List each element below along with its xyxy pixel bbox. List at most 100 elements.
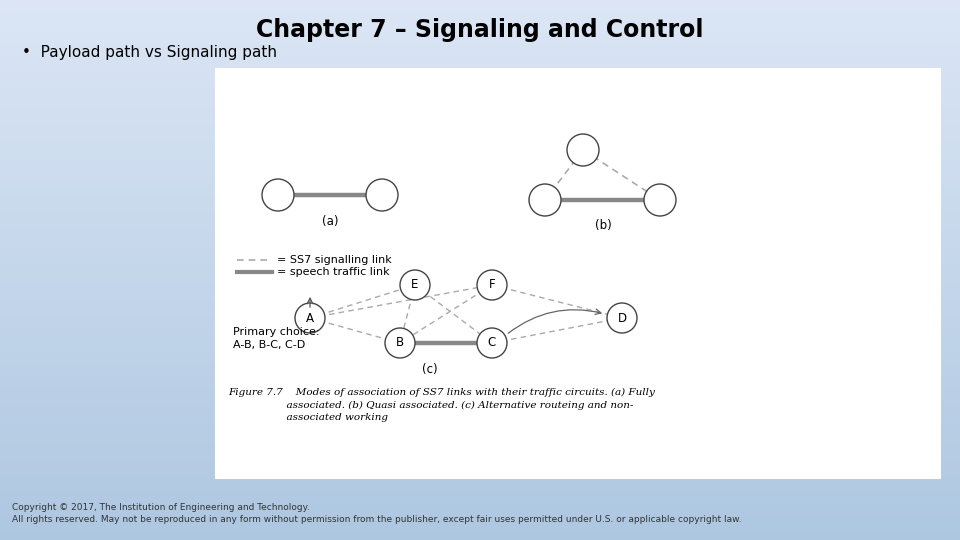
Bar [0,435,960,436]
Bar [0,126,960,127]
Bar [0,234,960,235]
Bar [0,44,960,45]
Bar [0,88,960,89]
Circle shape [295,303,325,333]
Bar [0,64,960,65]
Bar [0,391,960,392]
Bar [0,364,960,365]
Bar [0,283,960,284]
Bar [0,393,960,394]
Bar [0,90,960,91]
Bar [0,308,960,309]
Bar [0,11,960,12]
Bar [0,526,960,527]
Bar [0,143,960,144]
Bar [0,411,960,412]
Bar [0,462,960,463]
Bar [0,275,960,276]
Bar [0,375,960,376]
Bar [0,177,960,178]
Bar [0,327,960,328]
Bar [0,122,960,123]
Bar [0,54,960,55]
Bar [0,366,960,367]
Bar [0,269,960,270]
Bar [0,413,960,414]
Bar [0,421,960,422]
Bar [0,357,960,358]
Bar [0,475,960,476]
Bar [0,225,960,226]
Bar [0,265,960,266]
Text: = SS7 signalling link: = SS7 signalling link [277,255,392,265]
Bar [0,76,960,77]
Bar [0,116,960,117]
Bar [0,168,960,169]
Bar [0,383,960,384]
Bar [0,103,960,104]
Bar [0,115,960,116]
Bar [0,331,960,332]
Bar [0,30,960,31]
Bar [0,423,960,424]
Bar [0,48,960,49]
Bar [0,235,960,236]
Bar [0,204,960,205]
Bar [0,398,960,399]
Bar [0,144,960,145]
Bar [0,258,960,259]
Bar [0,171,960,172]
Bar [0,300,960,301]
Bar [0,467,960,468]
Bar [0,230,960,231]
Bar [0,338,960,339]
Bar [0,111,960,112]
Bar [0,506,960,507]
Bar [0,197,960,198]
Bar [0,6,960,7]
Bar [0,464,960,465]
Bar [0,356,960,357]
Bar [0,60,960,61]
Bar [0,341,960,342]
Bar [0,365,960,366]
Bar [0,226,960,227]
Bar [0,239,960,240]
Text: (a): (a) [322,215,338,228]
Bar [0,24,960,25]
Bar [0,522,960,523]
Bar [0,402,960,403]
Bar [0,10,960,11]
Bar [0,7,960,8]
Bar [0,55,960,56]
Bar [0,276,960,277]
Bar [0,210,960,211]
Bar [0,410,960,411]
Bar [0,279,960,280]
Bar [0,491,960,492]
Bar [0,412,960,413]
Bar [0,440,960,441]
Bar [0,137,960,138]
Bar [0,40,960,41]
Bar [0,167,960,168]
Bar [0,523,960,524]
Bar [0,333,960,334]
Text: (c): (c) [422,363,438,376]
Bar [0,343,960,344]
Bar [0,304,960,305]
Bar [0,525,960,526]
Circle shape [477,270,507,300]
Bar [0,154,960,155]
Bar [0,95,960,96]
Bar [0,119,960,120]
Bar [0,159,960,160]
Bar [0,57,960,58]
Circle shape [400,270,430,300]
Bar [0,2,960,3]
Bar [0,286,960,287]
Bar [0,80,960,81]
Circle shape [262,179,294,211]
Bar [0,494,960,495]
Bar [0,191,960,192]
